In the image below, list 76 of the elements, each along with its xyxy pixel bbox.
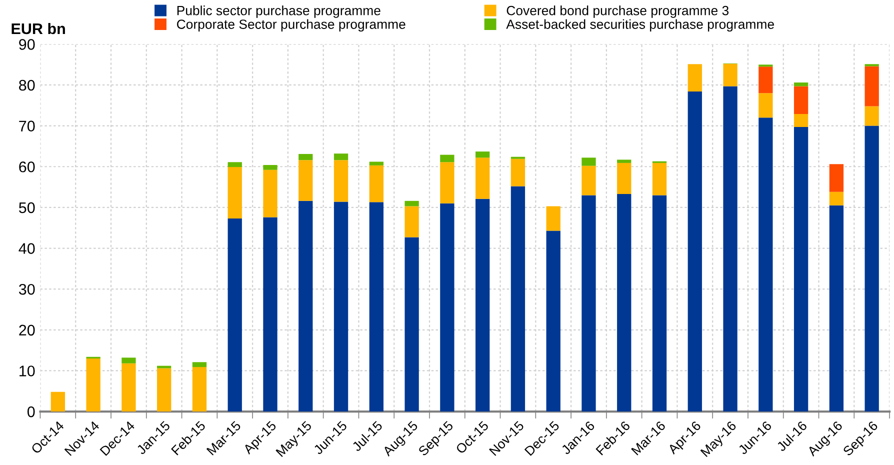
bar — [794, 114, 808, 128]
y-tick-label: 20 — [19, 324, 35, 336]
bar — [617, 160, 632, 163]
bar — [334, 154, 348, 160]
bar — [440, 162, 454, 204]
bar — [794, 127, 808, 412]
legend-label: Public sector purchase programme — [177, 6, 380, 18]
legend-label: Asset-backed securities purchase programme — [506, 19, 774, 32]
bar — [122, 358, 136, 364]
bar — [582, 195, 596, 412]
y-tick-label: 80 — [19, 80, 35, 91]
bar — [829, 192, 844, 206]
bar — [50, 392, 65, 412]
bar — [404, 237, 419, 412]
legend-label: Covered bond purchase programme 3 — [506, 6, 729, 18]
bar — [440, 203, 454, 412]
bar — [369, 202, 384, 412]
y-tick-label: 10 — [20, 366, 35, 376]
bar — [758, 118, 773, 412]
bar — [475, 198, 490, 412]
bar — [829, 205, 844, 412]
legend-label: Corporate Sector purchase programme — [177, 19, 406, 32]
bar — [334, 160, 348, 202]
bar — [758, 93, 773, 118]
bar — [794, 82, 808, 86]
bar — [404, 206, 419, 238]
bar — [864, 66, 879, 106]
bar — [298, 160, 313, 201]
bar — [157, 368, 172, 412]
bar — [192, 362, 207, 368]
bar — [510, 158, 526, 186]
bar — [688, 64, 702, 92]
bar — [652, 195, 667, 412]
bar — [334, 202, 348, 412]
bar — [122, 363, 136, 412]
bar — [228, 218, 242, 412]
bar — [652, 162, 667, 196]
bar — [440, 154, 454, 162]
bar — [723, 64, 738, 86]
bar — [864, 106, 879, 126]
bar — [582, 166, 596, 196]
bar — [228, 162, 242, 168]
bar — [263, 164, 278, 170]
y-tick-label: 50 — [18, 202, 35, 214]
bar — [369, 165, 384, 202]
bar — [617, 194, 632, 412]
bar — [794, 86, 808, 114]
y-tick-label: 70 — [19, 120, 35, 132]
bar — [864, 126, 879, 412]
bar — [228, 167, 242, 218]
bar — [758, 66, 773, 94]
bar — [546, 206, 560, 231]
y-tick-label: 90 — [19, 39, 35, 50]
bar — [404, 200, 419, 206]
bar — [723, 86, 738, 412]
bar — [263, 170, 278, 218]
bar — [298, 154, 313, 160]
bar — [263, 217, 278, 412]
bar — [369, 162, 384, 166]
bar — [192, 367, 207, 412]
bar — [510, 186, 526, 412]
bar — [86, 358, 100, 412]
y-tick-label: 40 — [18, 243, 35, 254]
bar — [157, 366, 172, 368]
y-axis-title: EUR bn — [12, 22, 65, 34]
bar — [475, 152, 490, 158]
bar — [582, 158, 596, 166]
bar — [688, 92, 702, 412]
y-tick-label: 30 — [18, 284, 35, 295]
bar — [546, 230, 560, 412]
bar — [617, 162, 632, 194]
bar — [475, 158, 490, 199]
y-tick-label: 60 — [19, 161, 35, 172]
bar — [829, 164, 844, 192]
bar — [298, 200, 313, 412]
y-tick-label: 0 — [27, 406, 35, 418]
